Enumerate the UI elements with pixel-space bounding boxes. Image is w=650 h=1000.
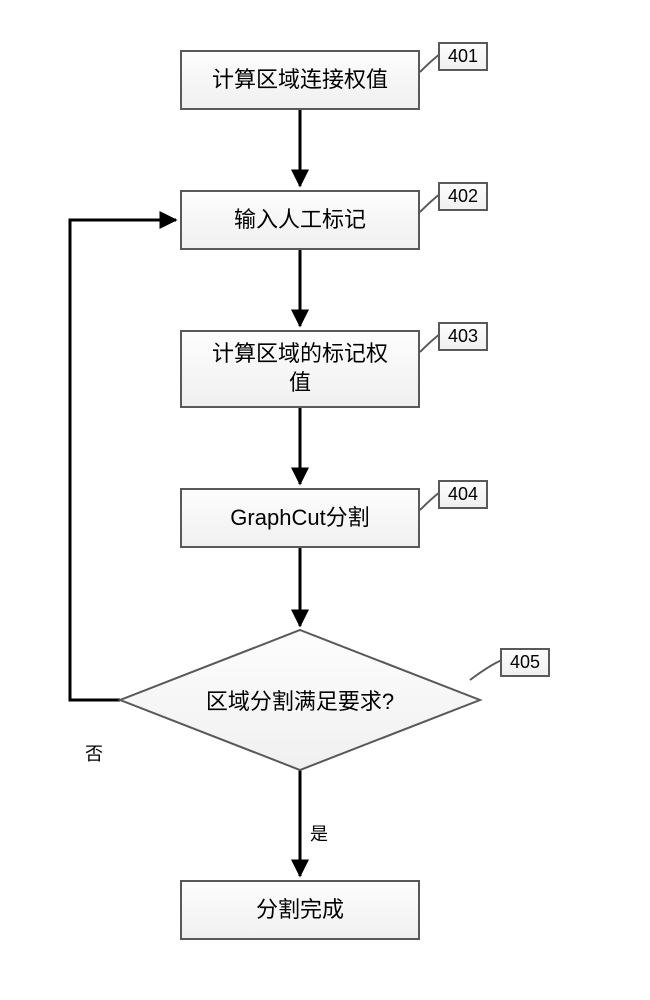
flowchart-container: 计算区域连接权值 输入人工标记 计算区域的标记权 值 GraphCut分割 分割…: [0, 0, 650, 1000]
connector-403: [420, 334, 440, 352]
node-input-manual-marking: 输入人工标记: [180, 190, 420, 250]
decision-node-text: 区域分割满足要求?: [206, 684, 394, 716]
label-text: 402: [448, 186, 478, 207]
decision-node-text-wrap: 区域分割满足要求?: [140, 680, 460, 720]
node-compute-marker-weights: 计算区域的标记权 值: [180, 330, 420, 408]
node-text: 分割完成: [256, 896, 344, 925]
label-text: 405: [510, 652, 540, 673]
branch-label-no: 否: [85, 740, 103, 766]
step-label-402: 402: [438, 182, 488, 211]
step-label-401: 401: [438, 42, 488, 71]
connector-405: [470, 660, 502, 680]
node-segmentation-complete: 分割完成: [180, 880, 420, 940]
step-label-403: 403: [438, 322, 488, 351]
branch-label-yes: 是: [310, 820, 328, 846]
label-text: 404: [448, 484, 478, 505]
node-text: 计算区域的标记权 值: [212, 340, 388, 397]
node-text: 输入人工标记: [234, 206, 366, 235]
node-compute-connection-weights: 计算区域连接权值: [180, 50, 420, 110]
edge-label-text: 是: [310, 824, 328, 844]
node-text: GraphCut分割: [230, 504, 369, 533]
edge-label-text: 否: [85, 744, 103, 764]
label-text: 403: [448, 326, 478, 347]
node-graphcut-segmentation: GraphCut分割: [180, 488, 420, 548]
label-text: 401: [448, 46, 478, 67]
connector-404: [420, 492, 440, 510]
arrow-no-feedback: [70, 220, 176, 700]
step-label-405: 405: [500, 648, 550, 677]
step-label-404: 404: [438, 480, 488, 509]
connector-401: [420, 54, 440, 72]
node-text: 计算区域连接权值: [212, 66, 388, 95]
connector-402: [420, 194, 440, 212]
